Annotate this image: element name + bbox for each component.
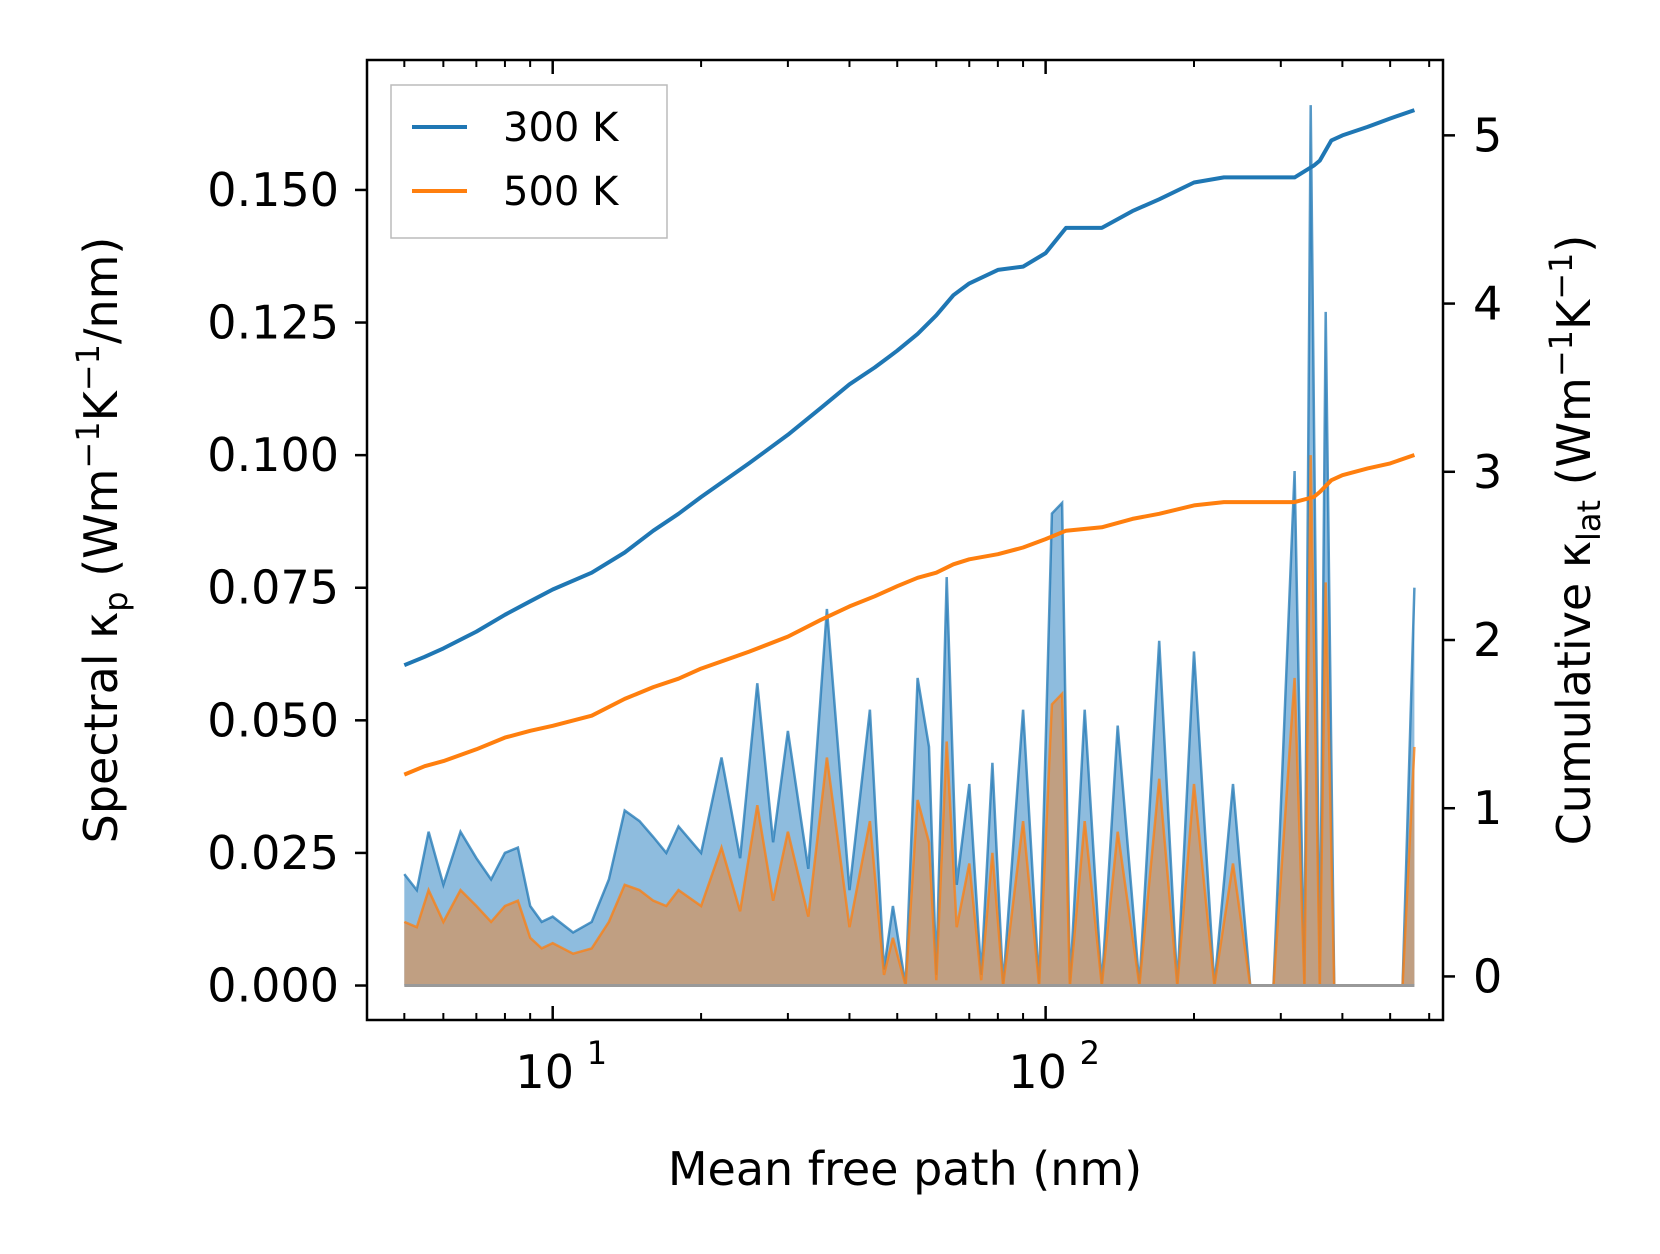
- right-y-tick-label: 4: [1473, 277, 1502, 331]
- right-axis-title: Cumulative κlat (Wm−1K−1): [1542, 235, 1608, 846]
- left-y-tick-label: 0.000: [207, 959, 339, 1013]
- right-y-tick-label: 1: [1473, 781, 1502, 835]
- left-y-tick-label: 0.150: [207, 163, 339, 217]
- left-y-tick-label: 0.100: [207, 428, 339, 482]
- right-y-tick-label: 3: [1473, 445, 1502, 499]
- left-axis-title: Spectral κp (Wm−1K−1/nm): [69, 237, 135, 844]
- spectral-layer: [403, 105, 1416, 988]
- x-tick-exponent: 1: [587, 1034, 607, 1072]
- cumulative-500k-line: [403, 453, 1416, 777]
- left-y-tick-label: 0.075: [207, 561, 339, 615]
- legend-label-300k: 300 K: [503, 105, 620, 151]
- spectral-300k-area: [404, 105, 1415, 986]
- x-tick-label: 10: [1008, 1045, 1067, 1099]
- left-y-tick-label: 0.125: [207, 296, 339, 350]
- cumulative-300k-line: [403, 108, 1416, 668]
- right-y-tick-label: 5: [1473, 108, 1502, 162]
- x-tick-exponent: 2: [1080, 1034, 1100, 1072]
- ticks-layer: 0.000 0.025 0.050 0.075 0.100 0.125 0.150 0 1 2 3 4…: [207, 60, 1502, 1099]
- right-y-tick-label: 2: [1473, 613, 1502, 667]
- left-y-tick-label: 0.025: [207, 826, 339, 880]
- spectral-500k-line: [403, 455, 1416, 987]
- legend: 300 K 500 K: [390, 84, 668, 239]
- right-y-tick-label: 0: [1473, 949, 1502, 1003]
- x-tick-label: 10: [515, 1045, 574, 1099]
- legend-label-500k: 500 K: [503, 169, 620, 215]
- plot-frame: [365, 58, 1445, 1022]
- x-axis-title: Mean free path (nm): [668, 1142, 1142, 1196]
- spectral-500k-area: [404, 455, 1415, 986]
- legend-box: [390, 84, 668, 239]
- cumulative-layer: [403, 108, 1416, 777]
- left-y-tick-label: 0.050: [207, 693, 339, 747]
